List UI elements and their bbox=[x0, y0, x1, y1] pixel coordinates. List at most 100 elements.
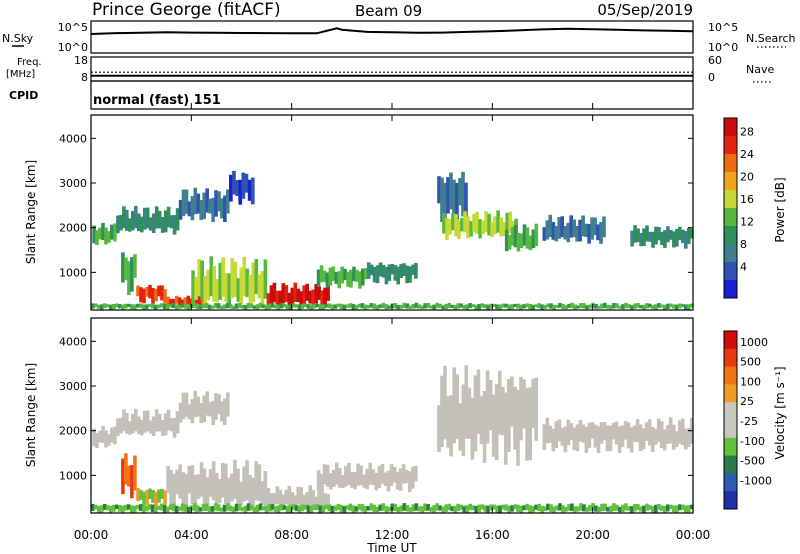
heatmap-cell bbox=[228, 304, 233, 309]
colorbar-tick-label: 20 bbox=[740, 171, 754, 184]
heatmap-cell bbox=[618, 506, 622, 513]
heatmap-cell bbox=[94, 303, 98, 308]
heatmap-cell bbox=[650, 426, 655, 452]
heatmap-cell bbox=[555, 505, 559, 511]
heatmap-cell bbox=[690, 228, 694, 239]
y-tick-label: 3000 bbox=[59, 380, 87, 393]
heatmap-cell bbox=[220, 401, 224, 422]
heatmap-cell bbox=[207, 304, 212, 310]
heatmap-cell bbox=[181, 189, 186, 217]
heatmap-cell bbox=[165, 506, 170, 513]
heatmap-cell bbox=[234, 503, 239, 512]
heatmap-cell bbox=[163, 210, 168, 233]
heatmap-cell bbox=[186, 506, 191, 513]
heatmap-cell bbox=[168, 504, 173, 510]
heatmap-cell bbox=[471, 304, 475, 308]
heatmap-cell bbox=[457, 219, 461, 240]
heatmap-cell bbox=[217, 394, 221, 415]
heatmap-cell bbox=[94, 504, 98, 510]
heatmap-cell bbox=[516, 303, 520, 309]
heatmap-cell bbox=[488, 379, 493, 431]
heatmap-cell bbox=[325, 272, 330, 288]
heatmap-cell bbox=[175, 469, 179, 495]
heatmap-cell bbox=[122, 409, 126, 432]
heatmap-cell bbox=[546, 503, 550, 511]
heatmap-cell bbox=[426, 504, 430, 511]
heatmap-cell bbox=[357, 504, 362, 510]
heatmap-cell bbox=[134, 205, 138, 229]
heatmap-cell bbox=[205, 188, 209, 213]
heatmap-cell bbox=[279, 503, 284, 511]
heatmap-cell bbox=[675, 505, 679, 514]
heatmap-cell bbox=[344, 466, 348, 487]
heatmap-cell bbox=[351, 505, 356, 513]
heatmap-cell bbox=[125, 209, 129, 231]
heatmap-cell bbox=[471, 505, 475, 511]
heatmap-cell bbox=[357, 303, 362, 308]
heatmap-cell bbox=[623, 421, 628, 440]
colorbar-swatch bbox=[724, 366, 737, 385]
heatmap-cell bbox=[231, 506, 236, 513]
heatmap-cell bbox=[184, 473, 189, 507]
heatmap-cell bbox=[461, 171, 465, 217]
heatmap-cell bbox=[346, 271, 350, 287]
heatmap-cell bbox=[470, 397, 475, 460]
heatmap-cell bbox=[208, 401, 212, 417]
heatmap-cell bbox=[324, 504, 329, 510]
heatmap-cell bbox=[300, 303, 305, 309]
heatmap-cell bbox=[672, 505, 676, 513]
colorbar-frame bbox=[723, 330, 738, 510]
heatmap-cell bbox=[372, 303, 377, 309]
heatmap-cell bbox=[641, 428, 646, 450]
heatmap-cell bbox=[126, 303, 131, 307]
colorbar-tick-label: 500 bbox=[740, 356, 761, 369]
heatmap-cell bbox=[420, 305, 425, 310]
heatmap-cell bbox=[216, 303, 221, 309]
heatmap-cell bbox=[563, 426, 568, 453]
heatmap-cell bbox=[608, 425, 613, 451]
heatmap-cell bbox=[113, 223, 117, 242]
heatmap-cell bbox=[107, 434, 111, 446]
heatmap-cell bbox=[639, 506, 643, 512]
heatmap-cell bbox=[593, 217, 597, 236]
heatmap-cell bbox=[319, 473, 324, 487]
heatmap-cell bbox=[119, 417, 123, 434]
heatmap-cell bbox=[154, 206, 159, 229]
heatmap-cell bbox=[251, 477, 255, 506]
heatmap-cell bbox=[459, 303, 463, 308]
heatmap-cell bbox=[660, 231, 664, 245]
heatmap-cell bbox=[115, 504, 119, 509]
heatmap-cell bbox=[275, 290, 280, 305]
heatmap-cell bbox=[435, 503, 439, 511]
heatmap-cell bbox=[330, 304, 335, 310]
heatmap-cell bbox=[378, 262, 383, 277]
heatmap-cell bbox=[196, 474, 201, 499]
heatmap-cell bbox=[287, 486, 292, 506]
heatmap-cell bbox=[273, 304, 278, 309]
heatmap-cell bbox=[423, 303, 427, 309]
heatmap-cell bbox=[522, 379, 526, 429]
heatmap-cell bbox=[597, 506, 601, 512]
heatmap-cell bbox=[335, 462, 339, 485]
heatmap-cell bbox=[333, 304, 338, 309]
heatmap-cell bbox=[522, 505, 526, 511]
heatmap-cell bbox=[402, 503, 407, 511]
heatmap-cell bbox=[331, 266, 336, 281]
heatmap-cell bbox=[690, 303, 694, 308]
heatmap-cell bbox=[165, 304, 170, 310]
heatmap-cell bbox=[183, 297, 188, 304]
heatmap-cell bbox=[501, 303, 505, 308]
heatmap-cell bbox=[669, 504, 673, 510]
heatmap-cell bbox=[575, 226, 579, 242]
heatmap-cell bbox=[166, 409, 171, 431]
heatmap-cell bbox=[492, 504, 496, 510]
heatmap-cell bbox=[210, 305, 215, 309]
heatmap-cell bbox=[384, 505, 389, 513]
heatmap-cell bbox=[219, 305, 224, 309]
heatmap-cell bbox=[175, 411, 180, 434]
heatmap-cell bbox=[648, 303, 652, 308]
heatmap-cell bbox=[635, 419, 640, 443]
heatmap-cell bbox=[348, 303, 353, 308]
heatmap-cell bbox=[332, 469, 336, 487]
velocity-y-ticks: 1000 2000 3000 4000 bbox=[59, 335, 693, 482]
